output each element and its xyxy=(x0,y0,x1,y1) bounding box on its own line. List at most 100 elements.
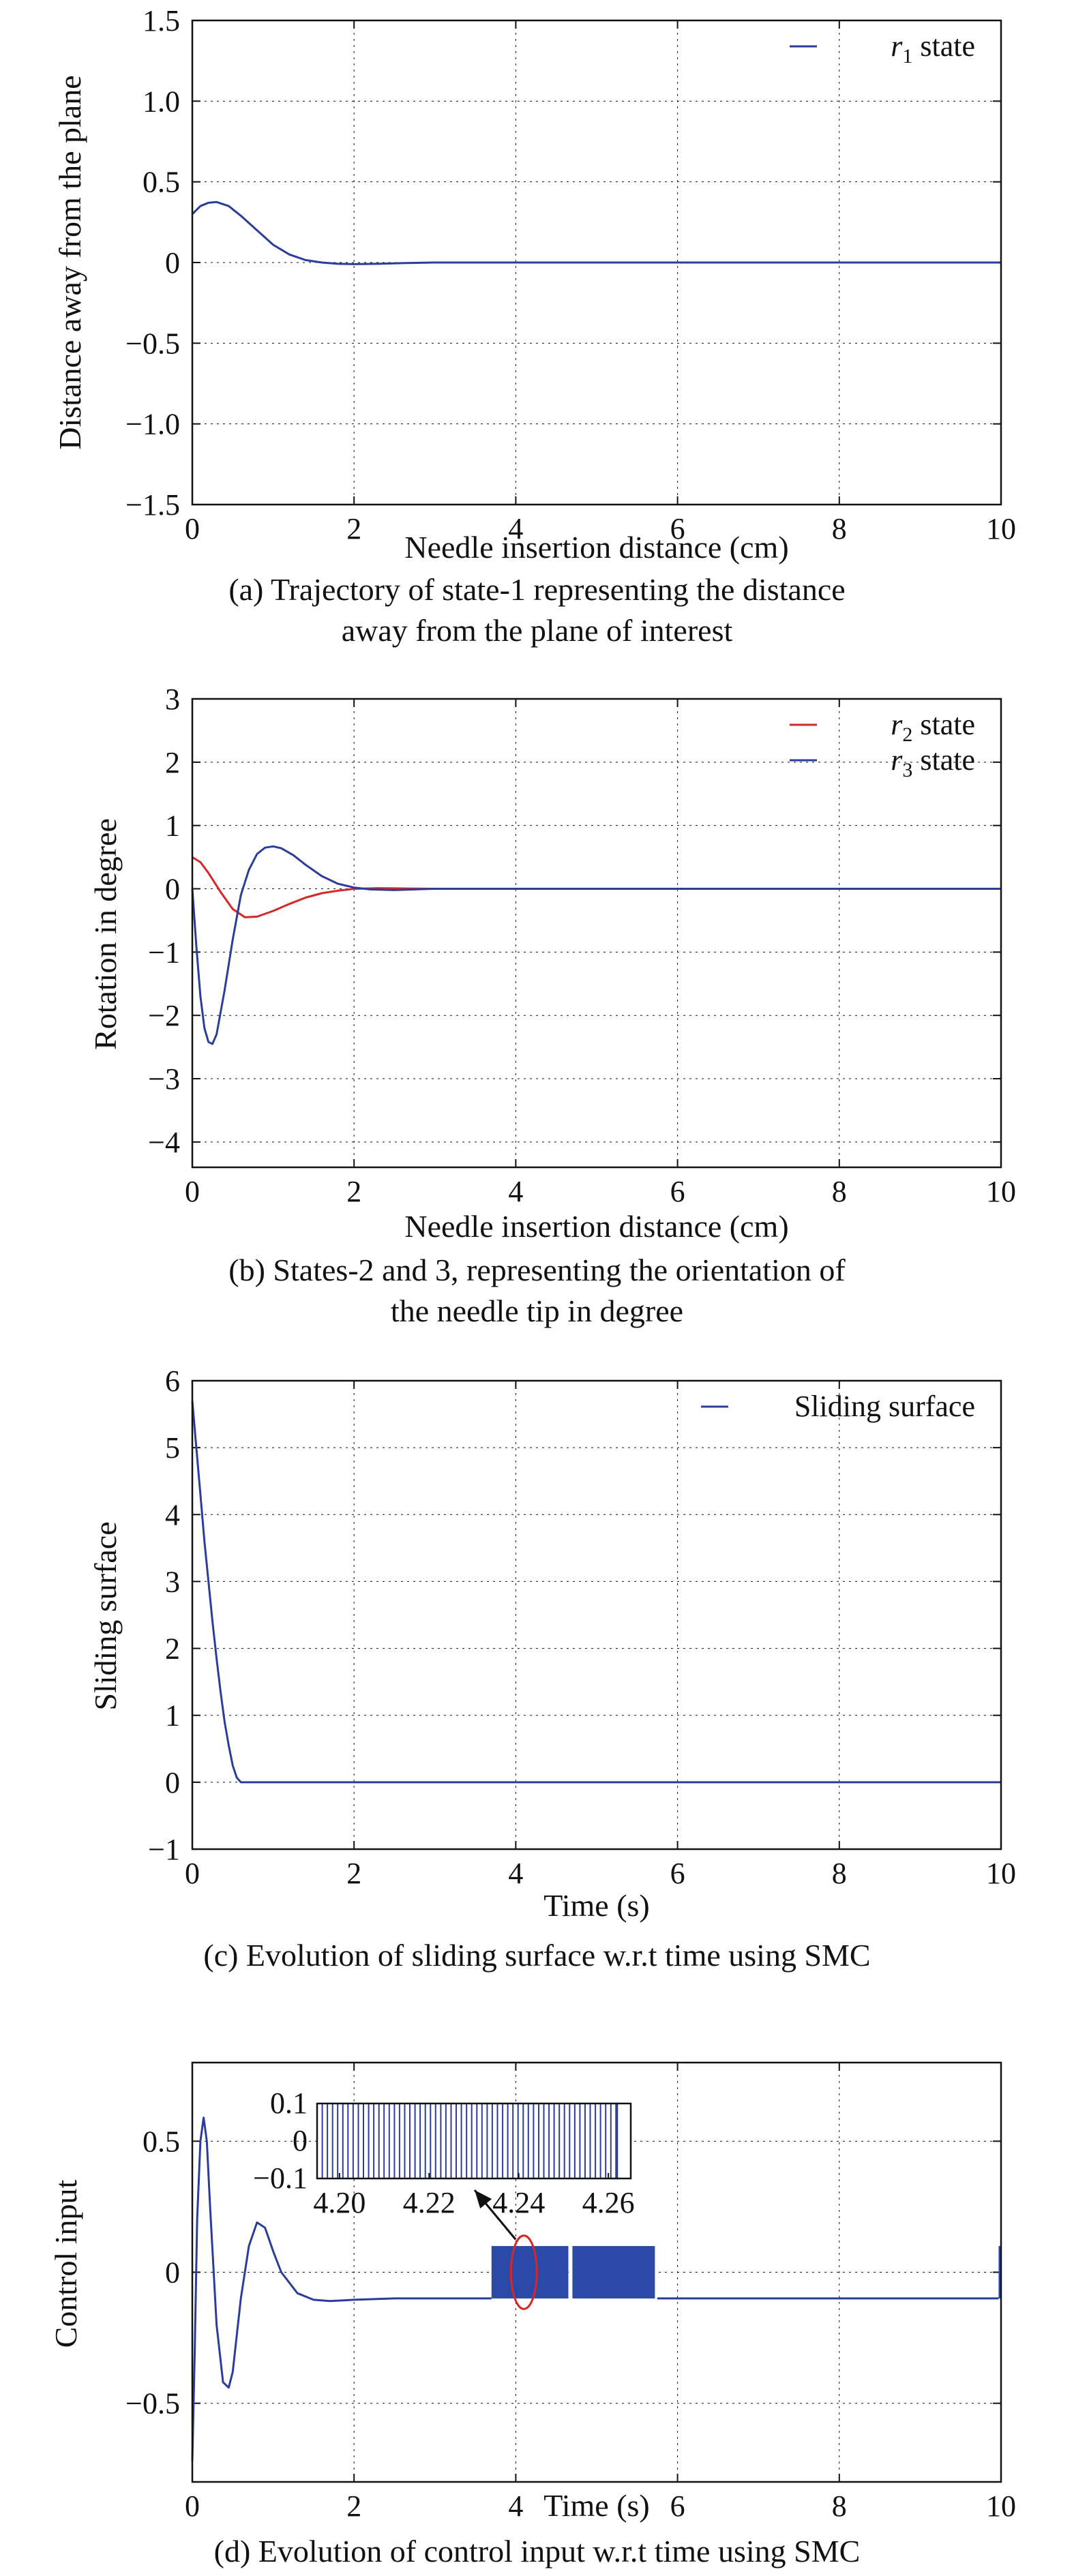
chart-a-frame xyxy=(191,19,1002,506)
chart-c-xtick-label: 4 xyxy=(508,1857,523,1890)
chart-b-series-line-2 xyxy=(191,845,1001,1045)
chart-c-ytick-label: 6 xyxy=(165,1364,180,1398)
chart-a-ytick-label: −1.5 xyxy=(125,488,180,522)
chart-d-inset-ytick-label: 0.1 xyxy=(270,2086,308,2120)
chart-b-xtick-label: 4 xyxy=(508,1175,523,1208)
chart-d-caption-line-1: (d) Evolution of control input w.r.t tim… xyxy=(213,2534,861,2568)
chart-b-xlabel: Needle insertion distance (cm) xyxy=(404,1209,788,1244)
chart-d-inset: −0.1 0 0.1 4.20 4.22 4.24 4.26 xyxy=(253,2086,634,2219)
chart-d-inset-bg xyxy=(317,2103,631,2178)
chart-d-inset-xtick-label: 4.26 xyxy=(582,2186,635,2219)
chart-a-caption-line-2: away from the plane of interest xyxy=(341,613,733,648)
chart-c-series-line-1 xyxy=(191,1401,1001,1784)
chart-a-ytick-label: 0.5 xyxy=(143,166,180,199)
chart-d-inset-ytick-label: −0.1 xyxy=(253,2161,308,2195)
chart-b-xtick-label: 0 xyxy=(185,1175,200,1208)
chart-a-xtick-label: 0 xyxy=(185,512,200,545)
chart-c-legend-label-1: Sliding surface xyxy=(794,1390,975,1423)
chart-b-caption-line-2: the needle tip in degree xyxy=(390,1293,684,1328)
chart-c-ytick-label: 2 xyxy=(165,1632,180,1666)
chart-c-ytick-label: −1 xyxy=(148,1833,180,1866)
chart-a-xtick-label: 10 xyxy=(986,512,1016,545)
chart-c-ytick-label: 5 xyxy=(165,1431,180,1465)
chart-d-inset-xtick-label: 4.22 xyxy=(403,2186,456,2219)
chart-a-caption: (a) Trajectory of state-1 representing t… xyxy=(0,569,1074,651)
chart-b-caption-line-1: (b) States-2 and 3, representing the ori… xyxy=(228,1253,846,1287)
chart-c-ytick-label: 3 xyxy=(165,1565,180,1598)
chart-d-chattering-band xyxy=(491,2246,569,2298)
chart-a-legend-label-1: r1 state xyxy=(891,29,975,68)
chart-b-ytick-label: −1 xyxy=(148,935,180,969)
chart-b-ytick-label: 3 xyxy=(165,683,180,716)
chart-d-inset-arrow-head xyxy=(475,2190,492,2208)
chart-b-ylabel: Rotation in degree xyxy=(88,818,123,1050)
chart-c-ytick-label: 0 xyxy=(165,1766,180,1799)
chart-a-xtick-label: 6 xyxy=(670,512,685,545)
chart-d-ylabel: Control input xyxy=(48,2179,83,2348)
chart-d-highlight-ellipse xyxy=(509,2234,538,2310)
chart-b-ytick-label: 1 xyxy=(165,809,180,843)
chart-c-xtick-label: 8 xyxy=(832,1857,847,1890)
chart-panel-b: 0 2 4 6 8 10 −4 −3 −2 −1 0 1 2 3 Needle insertion dist… xyxy=(0,683,1074,1332)
chart-c-caption-line-1: (c) Evolution of sliding surface w.r.t t… xyxy=(203,1938,871,1973)
chart-d-inset-frame xyxy=(316,2102,632,2180)
chart-d-caption: (d) Evolution of control input w.r.t tim… xyxy=(0,2531,1074,2572)
chart-d-inset-xtick-label: 4.20 xyxy=(313,2186,366,2219)
chart-d-xtick-label: 4 xyxy=(508,2489,523,2523)
chart-b-frame xyxy=(191,698,1002,1169)
chart-a-ytick-label: −1.0 xyxy=(125,408,180,441)
chart-b-ytick-label: 2 xyxy=(165,746,180,779)
chart-b-svg: 0 2 4 6 8 10 −4 −3 −2 −1 0 1 2 3 Needle insertion dist… xyxy=(88,683,1016,1244)
chart-c-xtick-label: 10 xyxy=(986,1857,1016,1890)
chart-d-xtick-label: 0 xyxy=(185,2489,200,2523)
chart-a-ytick-label: 1.5 xyxy=(143,4,180,38)
chart-b-xtick-label: 8 xyxy=(832,1175,847,1208)
chart-d-chattering-band xyxy=(998,2246,1002,2298)
chart-b-legend-label-2: r3 state xyxy=(891,743,975,781)
chart-c-xtick-label: 0 xyxy=(185,1857,200,1890)
chart-d-chattering-band xyxy=(572,2246,655,2298)
chart-d-ytick-label: 0 xyxy=(165,2256,180,2290)
chart-d-xtick-label: 8 xyxy=(832,2489,847,2523)
chart-d-xtick-label: 2 xyxy=(346,2489,361,2523)
chart-a-caption-line-1: (a) Trajectory of state-1 representing t… xyxy=(228,572,846,607)
chart-d-frame xyxy=(191,2061,1002,2483)
chart-panel-c: 0 2 4 6 8 10 −1 0 1 2 3 4 5 6 Time (s) Sliding surface S… xyxy=(0,1364,1074,1976)
chart-b-xtick-label: 10 xyxy=(986,1175,1016,1208)
chart-c-xlabel: Time (s) xyxy=(543,1888,650,1923)
chart-b-ytick-label: 0 xyxy=(165,873,180,906)
chart-b-legend-label-1: r2 state xyxy=(891,708,975,746)
chart-b-ytick-label: −4 xyxy=(148,1126,180,1159)
chart-b-caption: (b) States-2 and 3, representing the ori… xyxy=(0,1250,1074,1332)
chart-a-xtick-label: 8 xyxy=(832,512,847,545)
chart-a-svg: 0 2 4 6 8 10 −1.5 −1.0 −0.5 0 0.5 1.0 1.5 Needle inse… xyxy=(53,4,1016,565)
chart-d-xlabel: Time (s) xyxy=(543,2488,650,2523)
chart-b-ytick-label: −3 xyxy=(148,1062,180,1096)
chart-d-series-line-1 xyxy=(191,2116,492,2461)
chart-a-series-line-1 xyxy=(191,200,1001,265)
chart-b-xtick-label: 2 xyxy=(346,1175,361,1208)
chart-a-ytick-label: −0.5 xyxy=(125,327,180,360)
chart-a-xtick-label: 2 xyxy=(346,512,361,545)
chart-d-inset-xtick-label: 4.24 xyxy=(492,2186,545,2219)
chart-b-xtick-label: 6 xyxy=(670,1175,685,1208)
chart-c-ylabel: Sliding surface xyxy=(88,1521,123,1710)
chart-d-svg: 0 2 4 6 8 10 −0.5 0 0.5 Time (s) Control input −0.1… xyxy=(48,2061,1016,2523)
chart-a-xlabel: Needle insertion distance (cm) xyxy=(404,530,788,565)
chart-c-frame xyxy=(191,1379,1002,1851)
chart-a-ytick-label: 1.0 xyxy=(143,85,180,118)
chart-a-xtick-label: 4 xyxy=(508,512,523,545)
chart-c-xtick-label: 2 xyxy=(346,1857,361,1890)
chart-c-caption: (c) Evolution of sliding surface w.r.t t… xyxy=(0,1935,1074,1976)
chart-d-inset-ytick-label: 0 xyxy=(293,2124,308,2157)
chart-d-ytick-label: 0.5 xyxy=(143,2125,180,2158)
chart-d-xtick-label: 10 xyxy=(986,2489,1016,2523)
chart-d-xtick-label: 6 xyxy=(670,2489,685,2523)
chart-a-ylabel: Distance away from the plane xyxy=(53,75,87,449)
chart-c-xtick-label: 6 xyxy=(670,1857,685,1890)
chart-panel-a: 0 2 4 6 8 10 −1.5 −1.0 −0.5 0 0.5 1.0 1.5 Needle inse… xyxy=(0,0,1074,682)
chart-a-ytick-label: 0 xyxy=(165,246,180,280)
chart-b-ytick-label: −2 xyxy=(148,999,180,1032)
